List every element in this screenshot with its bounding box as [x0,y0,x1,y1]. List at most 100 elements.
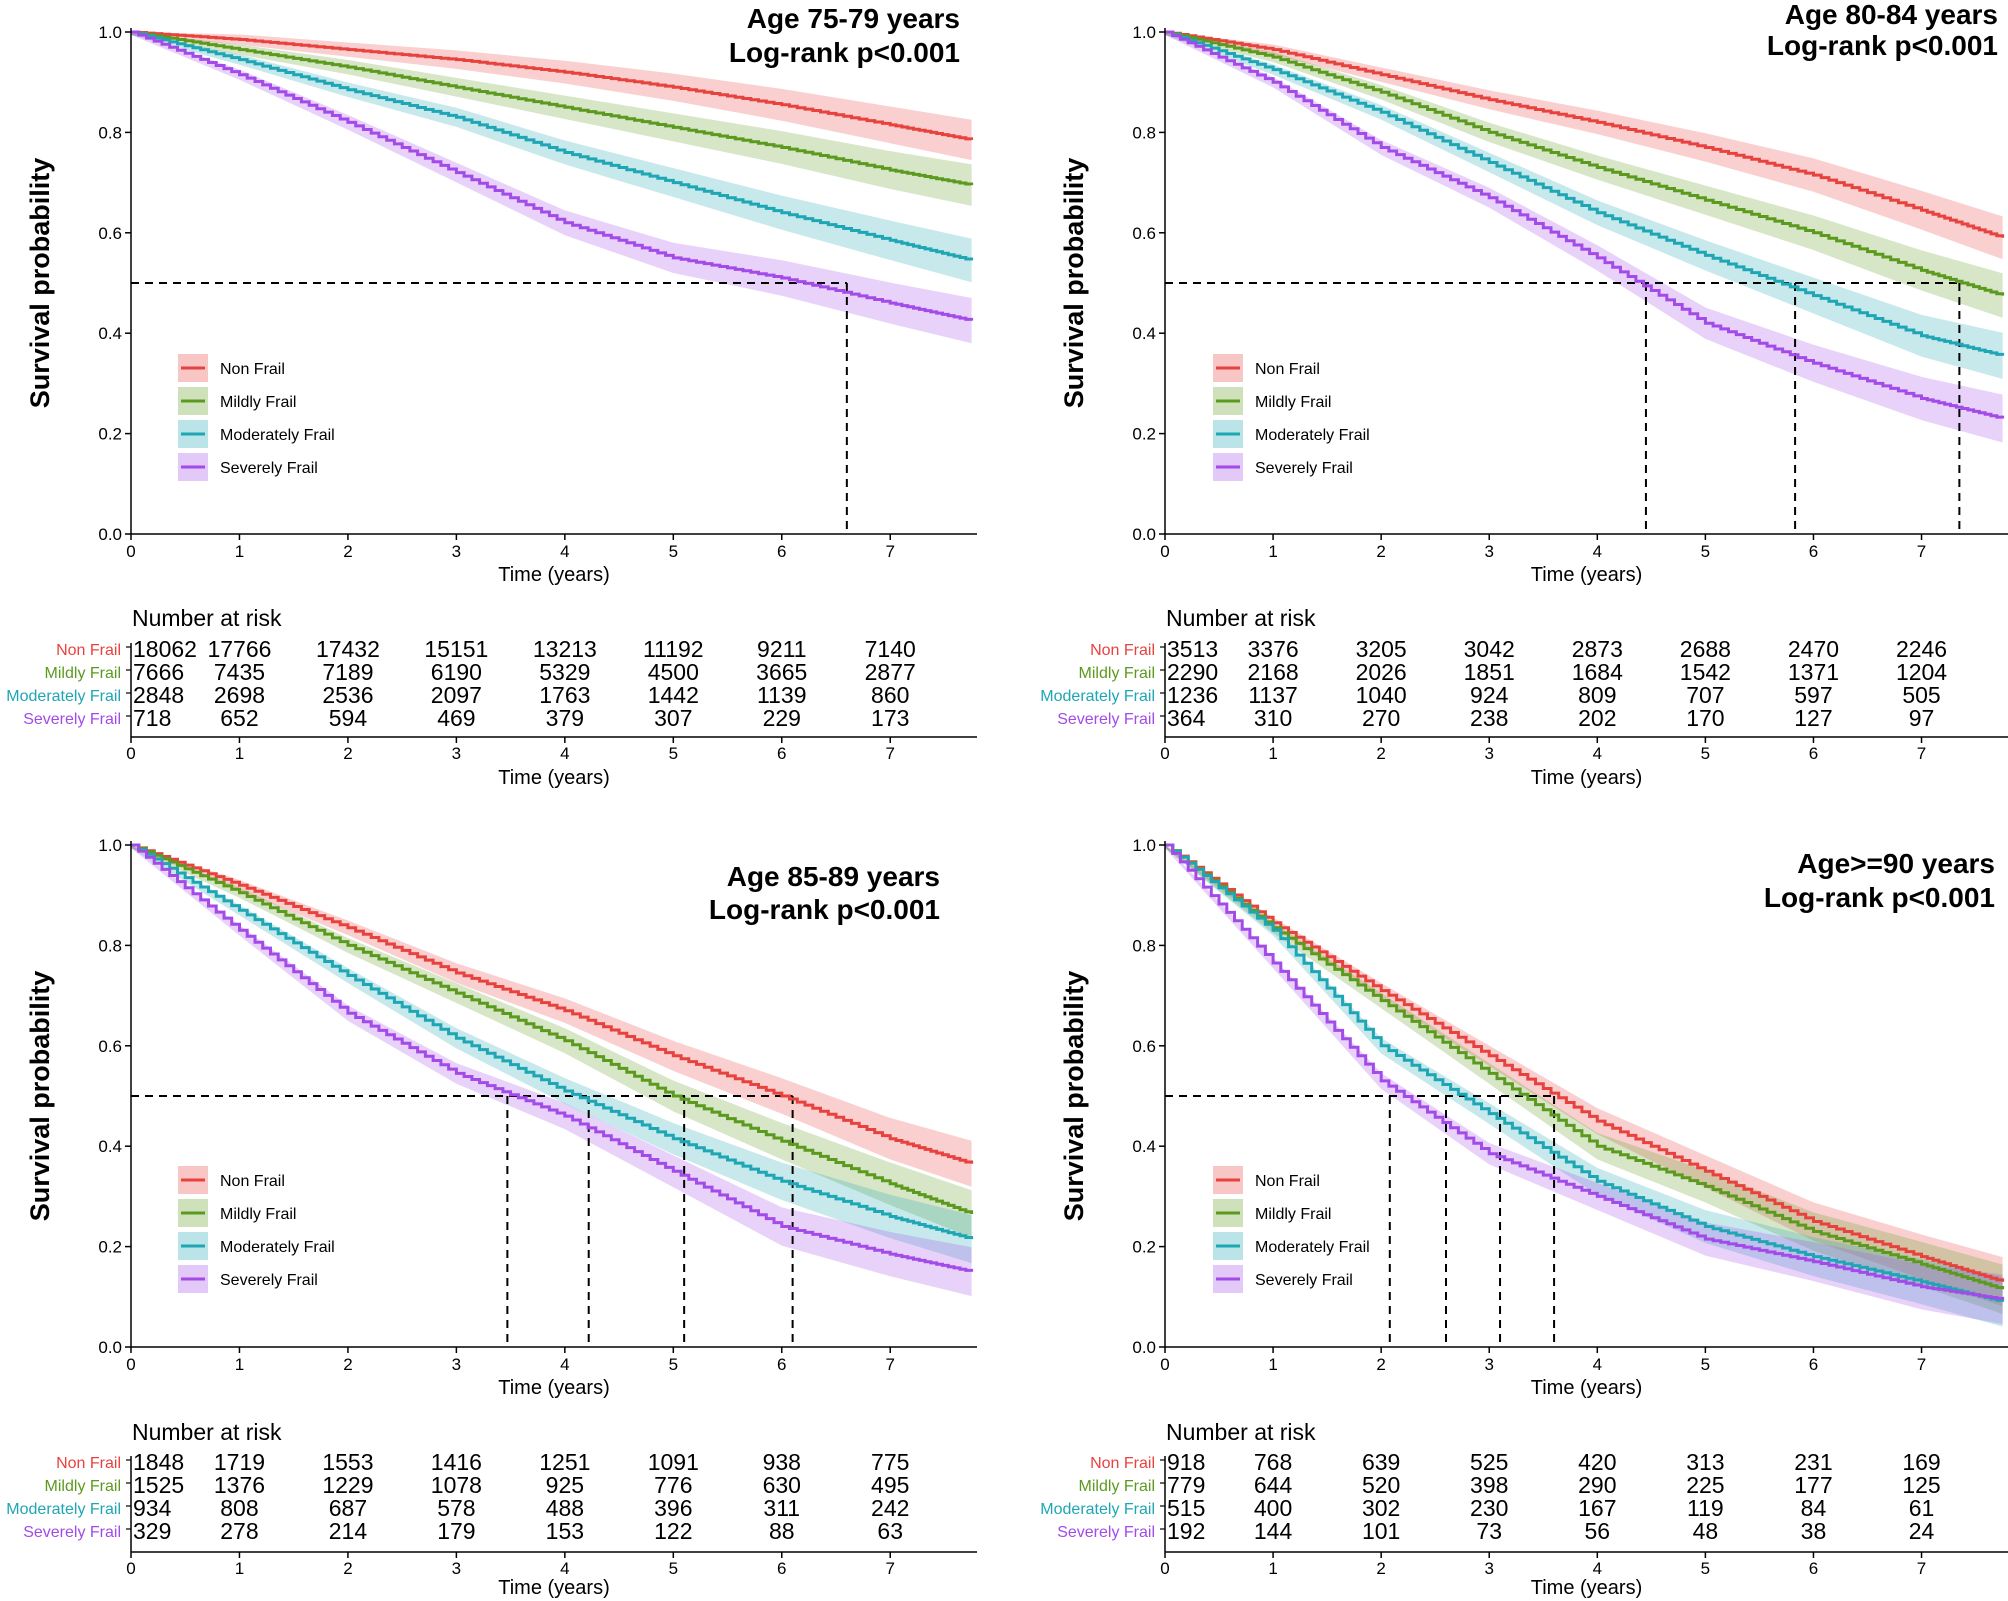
y-tick-label: 0.2 [1132,1238,1156,1257]
risk-value: 7435 [214,659,265,685]
ci-band-mildly-frail [131,32,972,206]
risk-value: 73 [1476,1518,1502,1544]
risk-value: 3042 [1464,636,1515,662]
risk-table-title: Number at risk [1166,605,1316,631]
risk-value: 177 [1794,1472,1832,1498]
risk-x-tick-label: 6 [777,744,786,763]
risk-value: 934 [133,1495,172,1521]
risk-x-tick-label: 4 [560,744,569,763]
risk-x-tick-label: 6 [1809,744,1818,763]
y-tick-label: 0.6 [1132,224,1156,243]
risk-value: 2688 [1680,636,1731,662]
risk-x-tick-label: 6 [777,1559,786,1578]
legend-label-severely-frail: Severely Frail [220,1272,318,1289]
x-tick-label: 6 [1809,542,1818,561]
risk-x-tick-label: 2 [343,744,352,763]
risk-value: 396 [654,1495,692,1521]
survival-curve-non-frail [131,843,974,1164]
risk-value: 1139 [757,682,806,708]
ci-band-mildly-frail [131,845,972,1238]
survival-curve-severely-frail [131,30,974,321]
risk-value: 2026 [1356,659,1407,685]
risk-value: 290 [1578,1472,1616,1498]
x-tick-label: 7 [885,542,894,561]
ci-band-non-frail [1165,845,2003,1307]
risk-x-tick-label: 5 [669,1559,678,1578]
x-axis-title: Time (years) [1531,564,1642,586]
panel-age-85-89: 0.0 0.2 0.4 0.6 0.8 1.0 0 1 2 3 4 5 6 7 Time (years) Su… [6,836,977,1599]
risk-value: 15151 [424,636,488,662]
risk-value: 167 [1578,1495,1616,1521]
risk-x-tick-label: 3 [452,1559,461,1578]
risk-value: 1204 [1896,659,1947,685]
risk-value: 779 [1167,1472,1205,1498]
y-tick-label: 0.4 [1132,1137,1156,1156]
risk-value: 597 [1794,682,1832,708]
y-tick-label: 1.0 [98,23,122,42]
risk-value: 61 [1909,1495,1935,1521]
risk-table-title: Number at risk [132,1419,282,1445]
risk-value: 13213 [533,636,597,662]
survival-curve-non-frail [131,30,974,141]
x-tick-label: 5 [1701,1355,1710,1374]
x-tick-label: 5 [669,1355,678,1374]
y-axis-title: Survival probability [1059,158,1089,409]
risk-x-tick-label: 0 [1160,744,1169,763]
risk-value: 1416 [431,1449,482,1475]
risk-value: 1091 [648,1449,699,1475]
risk-value: 2848 [133,682,184,708]
y-tick-label: 0.0 [98,525,122,544]
risk-value: 122 [654,1518,692,1544]
risk-value: 707 [1686,682,1724,708]
risk-row-label-mildly-frail: Mildly Frail [45,1478,121,1495]
risk-x-tick-label: 4 [560,1559,569,1578]
risk-value: 1719 [214,1449,265,1475]
risk-value: 1251 [539,1449,590,1475]
risk-x-tick-label: 7 [885,744,894,763]
risk-x-tick-label: 4 [1593,1559,1602,1578]
x-tick-label: 0 [126,1355,135,1374]
risk-value: 18062 [133,636,197,662]
x-tick-label: 5 [1701,542,1710,561]
survival-curve-non-frail [1165,843,2005,1282]
risk-value: 420 [1578,1449,1616,1475]
risk-value: 652 [220,705,258,731]
risk-x-tick-label: 3 [1484,744,1493,763]
y-tick-label: 0.2 [98,425,122,444]
legend-label-severely-frail: Severely Frail [1255,1272,1353,1289]
risk-value: 718 [133,705,171,731]
risk-value: 3665 [756,659,807,685]
survival-curve-severely-frail [1165,30,2005,419]
x-tick-label: 2 [343,542,352,561]
risk-row-label-moderately-frail: Moderately Frail [6,688,121,705]
risk-value: 379 [546,705,584,731]
risk-value: 231 [1794,1449,1832,1475]
y-tick-label: 0.4 [98,324,122,343]
risk-value: 238 [1470,705,1508,731]
y-tick-label: 0.8 [1132,936,1156,955]
risk-value: 7140 [865,636,916,662]
risk-value: 2877 [865,659,916,685]
y-tick-label: 0.4 [98,1137,122,1156]
risk-x-tick-label: 0 [1160,1559,1169,1578]
risk-value: 56 [1585,1518,1611,1544]
y-tick-label: 0.6 [1132,1037,1156,1056]
risk-value: 7666 [133,659,184,685]
risk-value: 229 [763,705,801,731]
risk-value: 329 [133,1518,171,1544]
risk-value: 84 [1801,1495,1827,1521]
risk-value: 1553 [322,1449,373,1475]
risk-value: 214 [329,1518,368,1544]
risk-row-label-moderately-frail: Moderately Frail [1040,688,1155,705]
risk-value: 310 [1254,705,1292,731]
x-tick-label: 2 [1376,542,1385,561]
risk-table-x-title: Time (years) [1531,1577,1642,1599]
risk-value: 2168 [1247,659,1298,685]
legend-label-mildly-frail: Mildly Frail [1255,394,1331,411]
risk-value: 860 [871,682,909,708]
x-tick-label: 6 [777,542,786,561]
risk-value: 1848 [133,1449,184,1475]
risk-x-tick-label: 3 [452,744,461,763]
risk-value: 644 [1254,1472,1293,1498]
legend-label-severely-frail: Severely Frail [1255,460,1353,477]
